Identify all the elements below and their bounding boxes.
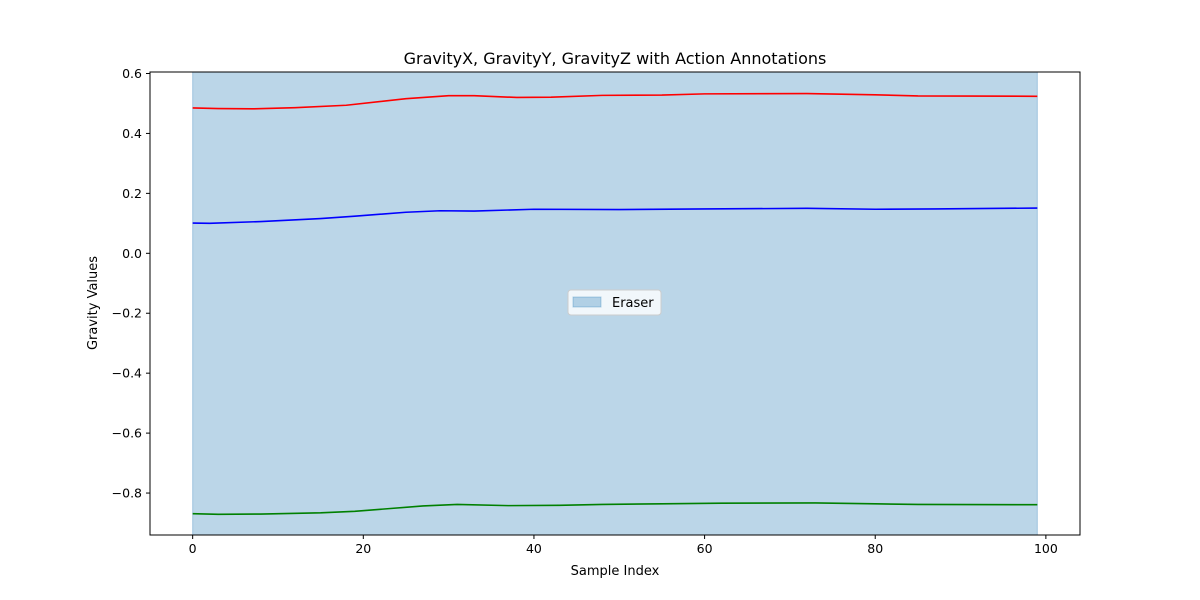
series-line-2: [192, 207, 1038, 225]
legend-swatch-eraser: [572, 296, 602, 308]
x-tick-label: 40: [526, 541, 542, 556]
y-tick-label: −0.4: [112, 366, 142, 381]
legend: Eraser: [567, 289, 662, 316]
plot-frame: [149, 71, 1081, 536]
y-tick-label: −0.2: [112, 306, 142, 321]
series-line-1: [192, 92, 1038, 110]
series-line-3: [192, 502, 1038, 516]
x-tick-label: 100: [1034, 541, 1058, 556]
y-tick-label: 0.6: [122, 66, 142, 81]
legend-box: [567, 289, 662, 316]
y-tick-label: 0.0: [122, 246, 142, 261]
y-tick-label: 0.4: [122, 126, 142, 141]
x-tick-label: 0: [189, 541, 197, 556]
x-tick-label: 60: [697, 541, 713, 556]
x-axis-title: Sample Index: [571, 564, 660, 579]
y-axis-title: Gravity Values: [86, 256, 101, 350]
legend-label-eraser: Eraser: [612, 296, 654, 311]
y-tick-label: 0.2: [122, 186, 142, 201]
y-tick-label: −0.8: [112, 486, 142, 501]
axes: 0 20 40 60 80 100 0.6 0.4 0.2 0.0 −0.2 −0.4 −0.6 −0.8: [112, 66, 1081, 556]
x-tick-label: 80: [867, 541, 883, 556]
x-tick-label: 20: [355, 541, 371, 556]
y-tick-label: −0.6: [112, 426, 142, 441]
chart-title: GravityX, GravityY, GravityZ with Action…: [404, 49, 827, 68]
